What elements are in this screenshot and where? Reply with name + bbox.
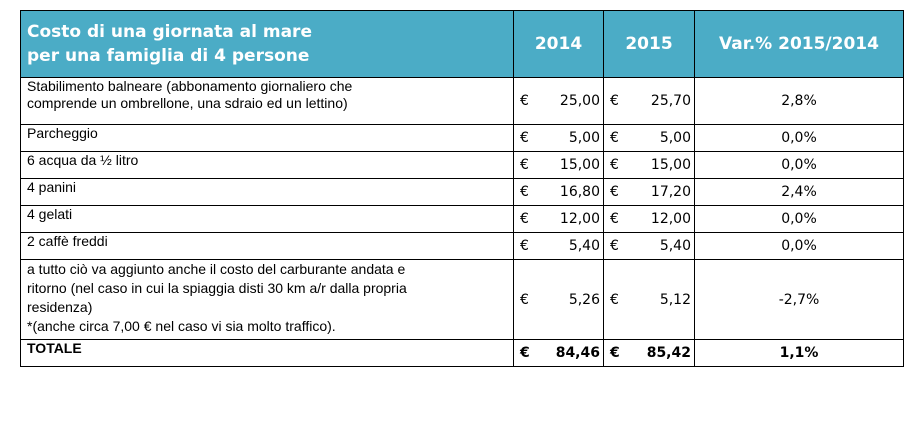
value-2015: €12,00: [603, 205, 695, 233]
euro-symbol: €: [610, 93, 619, 109]
euro-symbol: €: [610, 157, 619, 173]
value-2014: €25,00: [513, 77, 604, 125]
euro-symbol: €: [520, 238, 529, 254]
value-2014: €15,00: [513, 151, 604, 179]
table-row: Stabilimento balneare (abbonamento giorn…: [20, 77, 904, 125]
euro-symbol: €: [520, 291, 529, 308]
value-2014: €5,00: [513, 124, 604, 152]
table-row: 2 caffè freddi €5,40 €5,40 0,0%: [20, 232, 904, 260]
row-description: 6 acqua da ½ litro: [20, 151, 514, 179]
title-line-2: per una famiglia di 4 persone: [27, 46, 310, 66]
table-row: Parcheggio €5,00 €5,00 0,0%: [20, 124, 904, 152]
total-variation: 1,1%: [694, 339, 904, 367]
value-2015: €17,20: [603, 178, 695, 206]
variation: 0,0%: [694, 232, 904, 260]
value-2015: €5,12: [603, 259, 695, 340]
variation: 0,0%: [694, 205, 904, 233]
euro-symbol: €: [520, 211, 529, 227]
value-2014: €5,40: [513, 232, 604, 260]
euro-symbol: €: [520, 184, 529, 200]
euro-symbol: €: [520, 157, 529, 173]
value-2014: €12,00: [513, 205, 604, 233]
variation: 2,4%: [694, 178, 904, 206]
euro-symbol: €: [610, 211, 619, 227]
variation: -2,7%: [694, 259, 904, 340]
table-title: Costo di una giornata al mare per una fam…: [20, 10, 514, 78]
row-description: Parcheggio: [20, 124, 514, 152]
header-row: Costo di una giornata al mare per una fam…: [20, 10, 904, 78]
variation: 2,8%: [694, 77, 904, 125]
euro-symbol: €: [610, 238, 619, 254]
value-2015: €5,40: [603, 232, 695, 260]
table-row: 6 acqua da ½ litro €15,00 €15,00 0,0%: [20, 151, 904, 179]
euro-symbol: €: [610, 130, 619, 146]
euro-symbol: €: [610, 184, 619, 200]
title-line-1: Costo di una giornata al mare: [27, 22, 312, 42]
row-description: 2 caffè freddi: [20, 232, 514, 260]
total-label: TOTALE: [20, 339, 514, 367]
value-2014: €16,80: [513, 178, 604, 206]
value-2015: €15,00: [603, 151, 695, 179]
table-row: a tutto ciò va aggiunto anche il costo d…: [20, 259, 904, 340]
euro-symbol: €: [520, 93, 529, 109]
row-description: 4 panini: [20, 178, 514, 206]
total-2015: €85,42: [603, 339, 695, 367]
variation: 0,0%: [694, 151, 904, 179]
euro-symbol: €: [520, 130, 529, 146]
euro-symbol: €: [610, 291, 619, 308]
euro-symbol: €: [610, 345, 620, 361]
value-2015: €25,70: [603, 77, 695, 125]
euro-symbol: €: [520, 345, 530, 361]
col-header-2015: 2015: [603, 10, 695, 78]
table-row: 4 gelati €12,00 €12,00 0,0%: [20, 205, 904, 233]
row-description: Stabilimento balneare (abbonamento giorn…: [20, 77, 514, 125]
variation: 0,0%: [694, 124, 904, 152]
total-2014: €84,46: [513, 339, 604, 367]
col-header-2014: 2014: [513, 10, 604, 78]
value-2015: €5,00: [603, 124, 695, 152]
table-row: 4 panini €16,80 €17,20 2,4%: [20, 178, 904, 206]
total-row: TOTALE €84,46 €85,42 1,1%: [20, 339, 904, 367]
cost-table: Costo di una giornata al mare per una fam…: [20, 10, 904, 367]
col-header-var: Var.% 2015/2014: [694, 10, 904, 78]
row-description: 4 gelati: [20, 205, 514, 233]
row-description: a tutto ciò va aggiunto anche il costo d…: [20, 259, 514, 340]
value-2014: €5,26: [513, 259, 604, 340]
